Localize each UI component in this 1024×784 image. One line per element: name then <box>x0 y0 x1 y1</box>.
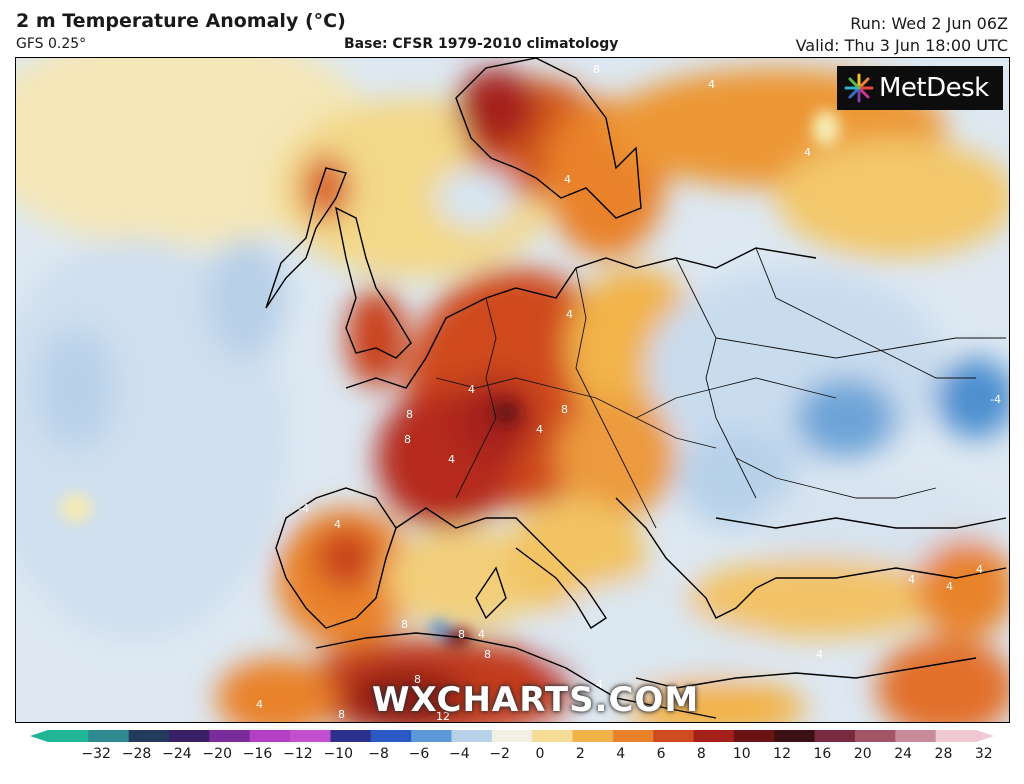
color-scale-max-arrow <box>976 730 994 742</box>
color-scale-tick-label: −28 <box>121 746 152 762</box>
color-scale-segment <box>733 730 775 742</box>
model-label: GFS 0.25° <box>16 36 87 52</box>
contour-label: 4 <box>708 78 715 91</box>
valid-time-label: Valid: Thu 3 Jun 18:00 UTC <box>795 36 1008 55</box>
run-time-label: Run: Wed 2 Jun 06Z <box>850 14 1008 33</box>
color-scale-min-arrow <box>30 730 48 742</box>
color-scale-segment <box>411 730 453 742</box>
color-scale-tick-label: 28 <box>934 746 953 762</box>
color-scale-segment <box>330 730 372 742</box>
color-scale-tick-label: 32 <box>974 746 993 762</box>
color-scale-tick-label: 20 <box>853 746 872 762</box>
contour-label: 4 <box>816 648 823 661</box>
metdesk-flower-icon <box>844 73 874 103</box>
color-scale-tick-label: 4 <box>616 746 626 762</box>
temperature-anomaly-map: 8 4 4 4 4 8 8 4 4 -4 8 4 4 8 4 8 8 4 4 4… <box>15 57 1010 723</box>
color-scale-segment <box>169 730 210 742</box>
color-scale-segment <box>814 730 856 742</box>
color-scale-tick-label: 8 <box>696 746 706 762</box>
color-scale-segment <box>935 730 977 742</box>
contour-label: 4 <box>448 453 455 466</box>
color-scale-tick-label: 12 <box>773 746 791 762</box>
country-borders <box>435 247 1006 529</box>
contour-label: 8 <box>404 433 411 446</box>
contour-label: 4 <box>908 573 915 586</box>
color-scale-tick-label: 2 <box>575 746 585 762</box>
color-scale-segment <box>895 730 937 742</box>
contour-label: 8 <box>406 408 413 421</box>
anomaly-field <box>16 58 1009 722</box>
color-scale-segment <box>290 730 332 742</box>
contour-label: 4 <box>566 308 573 321</box>
color-scale-tick-label: −12 <box>283 746 313 762</box>
contour-label: 8 <box>414 673 421 686</box>
color-scale-tick-label: −20 <box>202 746 232 762</box>
contour-label: 4 <box>536 423 543 436</box>
contour-label: 4 <box>334 518 341 531</box>
color-scale-tick-label: 0 <box>535 746 545 762</box>
color-scale-segment <box>128 730 170 742</box>
color-scale-segment <box>491 730 533 742</box>
contour-label: 4 <box>596 678 603 691</box>
chart-title: 2 m Temperature Anomaly (°C) <box>16 10 346 32</box>
color-scale-tick-label: 24 <box>894 746 913 762</box>
color-scale-segment <box>612 730 654 742</box>
contour-label: 4 <box>564 173 571 186</box>
color-scale-segment <box>774 730 816 742</box>
color-scale-segment <box>532 730 574 742</box>
contour-label: 4 <box>804 146 811 159</box>
color-scale-segment <box>370 730 412 742</box>
contour-labels: 8 4 4 4 4 8 8 4 4 -4 8 4 4 8 4 8 8 4 4 4… <box>256 63 1001 722</box>
color-scale-tick-label: −8 <box>368 746 389 762</box>
metdesk-logo: MetDesk <box>837 66 1003 110</box>
color-scale-tick-label: −6 <box>408 746 430 762</box>
contour-label: 4 <box>976 563 983 576</box>
color-scale-bar <box>30 730 994 742</box>
color-scale-tick-label: −10 <box>323 746 354 762</box>
color-scale-ticks: −32 −28 −24 −20 −16 −12 −10 −8 −6 −4 −2 0 2 4 6 8 10 12 16… <box>0 746 1024 770</box>
color-scale-tick-label: 16 <box>813 746 832 762</box>
contour-label: -4 <box>298 502 309 515</box>
wxcharts-watermark: WXCHARTS.COM <box>372 680 700 720</box>
contour-label: 4 <box>478 628 485 641</box>
color-scale-segment <box>653 730 695 742</box>
contour-label: 8 <box>401 618 408 631</box>
contour-label: -4 <box>990 393 1001 406</box>
contour-label: 8 <box>561 403 568 416</box>
base-climatology-label: Base: CFSR 1979-2010 climatology <box>344 36 619 52</box>
color-scale-tick-label: −2 <box>489 746 510 762</box>
color-scale-segment <box>249 730 291 742</box>
color-scale-segment <box>854 730 896 742</box>
anomaly-detail <box>60 110 840 648</box>
color-scale-tick-label: −24 <box>162 746 192 762</box>
color-scale-segment <box>451 730 493 742</box>
color-scale-segment <box>693 730 735 742</box>
color-scale-segment <box>48 730 89 742</box>
color-scale-tick-label: −16 <box>242 746 273 762</box>
color-scale-segment <box>209 730 251 742</box>
contour-label: 12 <box>436 710 450 722</box>
contour-label: 8 <box>484 648 491 661</box>
contour-label: 4 <box>946 580 953 593</box>
contour-label: 4 <box>256 698 263 711</box>
color-scale-segments <box>30 730 994 742</box>
map-canvas: 8 4 4 4 4 8 8 4 4 -4 8 4 4 8 4 8 8 4 4 4… <box>16 58 1009 722</box>
metdesk-logo-text: MetDesk <box>879 73 989 103</box>
contour-label: 8 <box>458 628 465 641</box>
color-scale-segment <box>572 730 614 742</box>
contour-label: 8 <box>593 63 600 76</box>
color-scale-segment <box>88 730 130 742</box>
coastlines <box>265 58 1007 719</box>
color-scale-tick-label: −4 <box>448 746 470 762</box>
color-scale-tick-label: −32 <box>81 746 111 762</box>
color-scale-tick-label: 6 <box>656 746 666 762</box>
contour-label: 4 <box>468 383 475 396</box>
color-scale-tick-label: 10 <box>732 746 751 762</box>
contour-label: 8 <box>338 708 345 721</box>
